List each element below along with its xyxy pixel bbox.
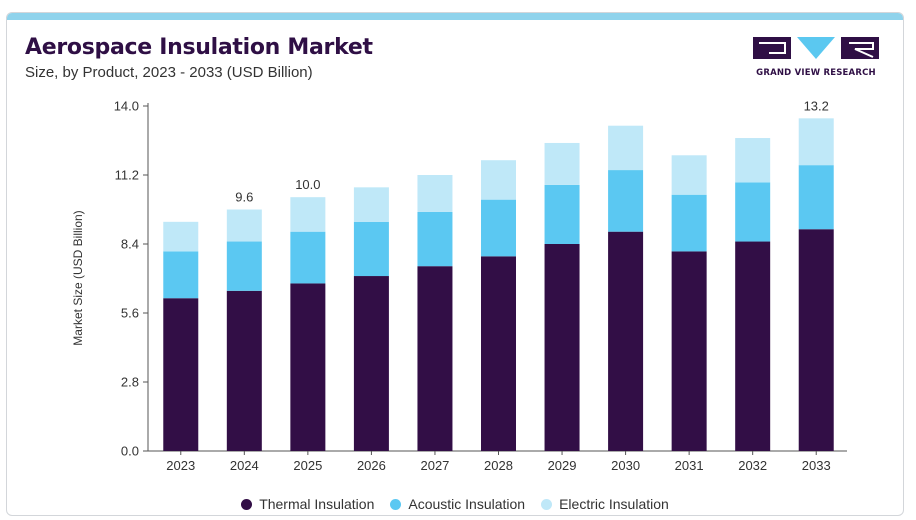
bar-electric — [735, 138, 771, 183]
bar-electric — [798, 118, 834, 166]
bar-electric — [544, 142, 580, 185]
stacked-bar-chart: 0.0 2.8 5.6 8.4 11.2 14.0 Market Size (USD Bil… — [71, 98, 847, 473]
bar-acoustic — [417, 211, 453, 267]
data-label: 9.6 — [235, 190, 253, 205]
y-axis-title: Market Size (USD Billion) — [71, 210, 85, 345]
legend-label: Electric Insulation — [559, 496, 669, 512]
y-tick-label: 0.0 — [121, 444, 139, 459]
legend-swatch — [541, 498, 553, 510]
bar-thermal — [353, 276, 389, 451]
bar-thermal — [608, 231, 644, 451]
bar-acoustic — [798, 165, 834, 230]
bar-electric — [353, 187, 389, 222]
bar-thermal — [798, 229, 834, 451]
bar-thermal — [671, 251, 707, 451]
legend-item: Electric Insulation — [541, 496, 669, 512]
y-tick-label: 5.6 — [121, 306, 139, 321]
bar-thermal — [481, 256, 516, 451]
bar-thermal — [163, 298, 199, 451]
bar-electric — [671, 155, 707, 195]
x-tick-label: 2028 — [484, 458, 513, 473]
bar-electric — [481, 160, 516, 200]
bar-thermal — [417, 266, 453, 451]
legend-item: Acoustic Insulation — [390, 496, 525, 512]
bar-thermal — [544, 244, 580, 451]
logo-text: GRAND VIEW RESEARCH — [756, 68, 876, 78]
bar-acoustic — [671, 194, 707, 252]
legend-swatch — [390, 498, 402, 510]
x-tick-label: 2023 — [166, 458, 195, 473]
x-tick-label: 2031 — [675, 458, 704, 473]
bar-acoustic — [544, 184, 580, 244]
legend-label: Acoustic Insulation — [408, 496, 526, 512]
chart-legend: Thermal Insulation Acoustic Insulation Ele… — [7, 496, 903, 513]
chart-subtitle: Size, by Product, 2023 - 2033 (USD Billi… — [25, 64, 313, 81]
bar-thermal — [290, 283, 326, 451]
bar-electric — [608, 125, 644, 171]
accent-bar — [7, 13, 903, 20]
bar-acoustic — [163, 251, 199, 299]
bar-thermal — [226, 290, 262, 451]
y-tick-label: 8.4 — [121, 237, 139, 252]
bar-acoustic — [735, 182, 771, 242]
logo-mark-icon — [753, 37, 879, 59]
legend-swatch — [241, 498, 253, 510]
bar-acoustic — [290, 231, 326, 284]
bar-electric — [226, 209, 262, 242]
bar-acoustic — [608, 170, 644, 232]
legend-label: Thermal Insulation — [259, 496, 375, 512]
bar-electric — [290, 197, 326, 232]
bar-electric — [163, 221, 199, 252]
chart-card: Aerospace Insulation Market Size, by Pro… — [6, 12, 904, 516]
bar-acoustic — [353, 221, 389, 277]
y-tick-label: 11.2 — [115, 168, 139, 183]
grand-view-research-logo: GRAND VIEW RESEARCH — [751, 35, 881, 85]
bar-acoustic — [481, 199, 516, 257]
x-tick-label: 2026 — [357, 458, 386, 473]
x-tick-label: 2027 — [420, 458, 449, 473]
chart-title: Aerospace Insulation Market — [25, 35, 373, 60]
legend-item: Thermal Insulation — [241, 496, 374, 512]
data-label: 10.0 — [295, 177, 320, 192]
x-tick-label: 2033 — [802, 458, 831, 473]
x-tick-label: 2030 — [611, 458, 640, 473]
data-label: 13.2 — [804, 98, 829, 113]
bar-acoustic — [226, 241, 262, 291]
y-tick-label: 14.0 — [114, 99, 139, 114]
x-tick-label: 2032 — [738, 458, 767, 473]
x-tick-label: 2024 — [230, 458, 259, 473]
bar-thermal — [735, 241, 771, 451]
x-tick-label: 2025 — [293, 458, 322, 473]
x-tick-label: 2029 — [548, 458, 577, 473]
y-tick-label: 2.8 — [121, 375, 139, 390]
bar-electric — [417, 175, 453, 212]
